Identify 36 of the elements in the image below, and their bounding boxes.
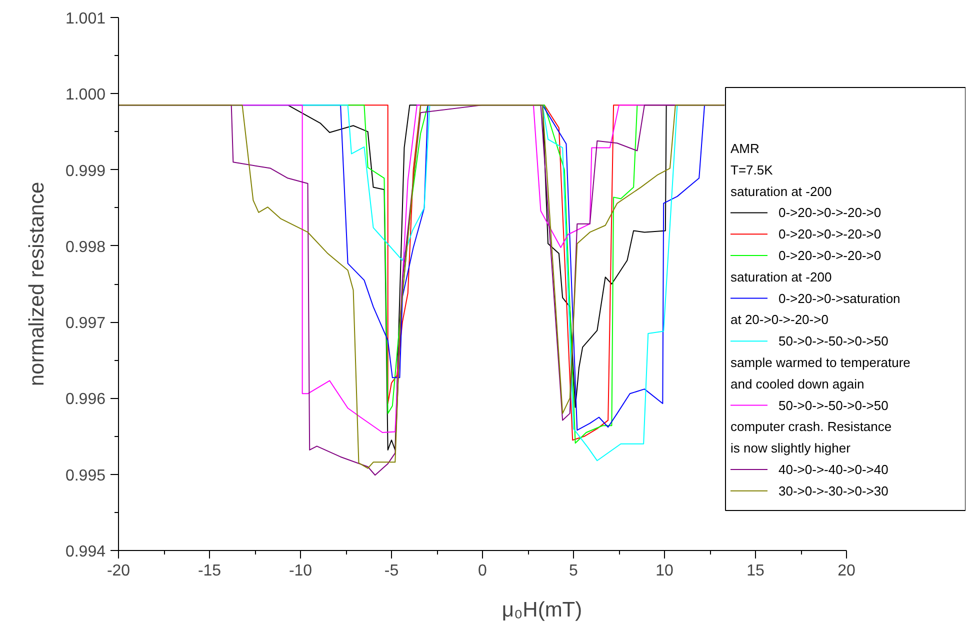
y-tick-label: 0.999 — [65, 162, 106, 180]
x-tick-label: 0 — [478, 562, 488, 580]
annotation: saturation at -200 — [730, 184, 832, 199]
x-tick-label: 5 — [569, 562, 578, 580]
annotation: at 20->0->-20->0 — [730, 312, 828, 328]
legend-label: 50->0->-50->0->50 — [778, 334, 888, 349]
x-tick-label: -15 — [198, 562, 222, 580]
x-tick-label: -10 — [288, 562, 312, 580]
x-tick-label: -5 — [384, 562, 399, 580]
annotation: and cooled down again — [730, 376, 864, 392]
y-tick-label: 1.001 — [65, 10, 106, 28]
y-tick-label: 1.000 — [65, 86, 106, 104]
legend-label: 40->0->-40->0->40 — [778, 462, 888, 477]
legend-label: 0->20->0->saturation — [778, 290, 900, 306]
legend-label: 50->0->-50->0->50 — [778, 398, 888, 413]
y-tick-label: 0.995 — [65, 467, 106, 484]
y-axis-title: normalized resistance — [25, 182, 48, 386]
x-tick-label: 20 — [838, 562, 856, 580]
x-tick-label: 10 — [656, 562, 674, 580]
legend-label: 0->20->0->-20->0 — [778, 248, 882, 263]
legend-label: 0->20->0->-20->0 — [778, 205, 882, 220]
y-tick-label: 0.994 — [65, 544, 106, 560]
annotation: is now slightly higher — [730, 440, 852, 456]
annotation: AMR — [730, 141, 760, 156]
annotation: sample warmed to temperature — [730, 355, 910, 370]
x-tick-label: -20 — [106, 562, 130, 580]
x-axis-title: μ₀H(mT) — [502, 598, 582, 622]
x-tick-label: 15 — [746, 562, 764, 580]
y-tick-label: 0.996 — [65, 391, 106, 408]
annotation: T=7.5K — [730, 162, 774, 178]
legend-label: 30->0->-30->0->30 — [778, 483, 888, 498]
y-tick-label: 0.998 — [65, 238, 106, 256]
y-tick-label: 0.997 — [65, 315, 106, 332]
annotation: saturation at -200 — [730, 269, 832, 284]
legend-label: 0->20->0->-20->0 — [778, 226, 882, 242]
annotation: computer crash. Resistance — [730, 419, 892, 434]
